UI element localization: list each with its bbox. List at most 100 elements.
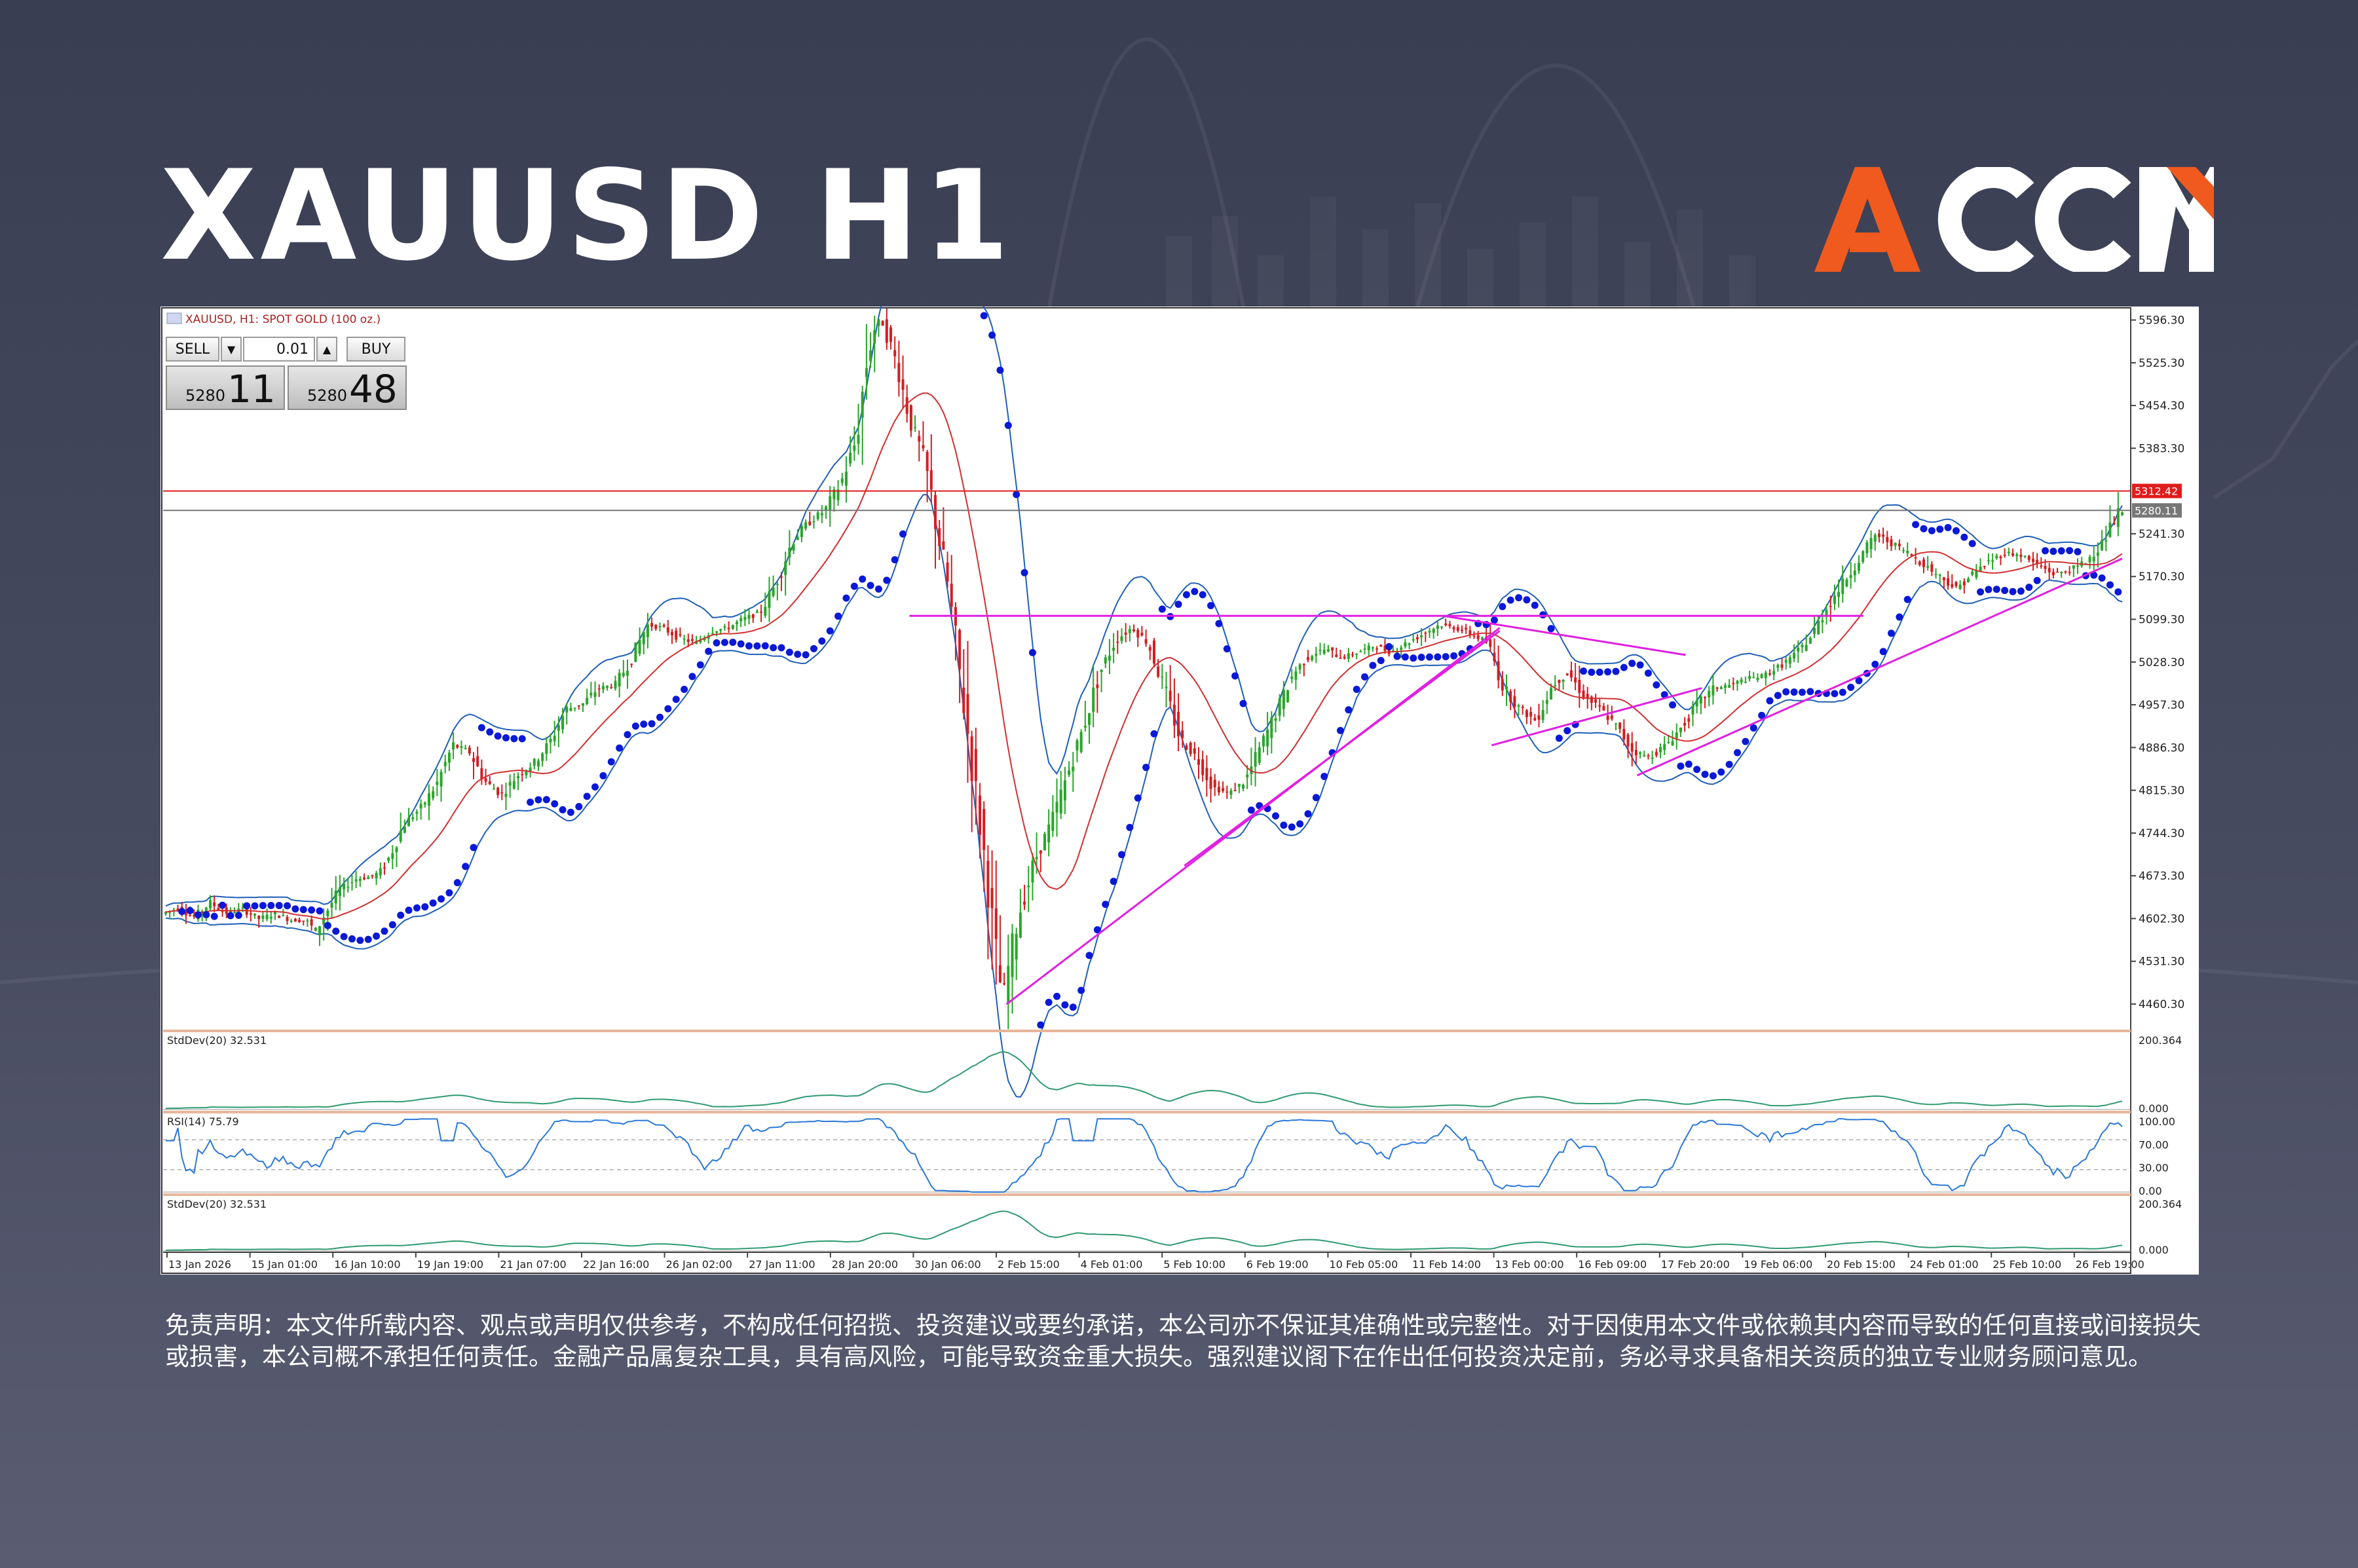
candle-body xyxy=(577,705,580,707)
sar-dot xyxy=(1004,421,1012,429)
sar-dot xyxy=(227,912,234,920)
sar-dot xyxy=(1515,594,1523,602)
candle-body xyxy=(1480,637,1484,640)
sar-dot xyxy=(1855,677,1863,684)
candle-body xyxy=(1805,644,1808,651)
candle-body xyxy=(488,781,491,785)
candle-body xyxy=(679,634,682,636)
candle-body xyxy=(1983,566,1986,567)
sar-dot xyxy=(2001,587,2009,595)
price-level-tag: 5312.42 xyxy=(2135,485,2178,498)
sar-dot xyxy=(1239,700,1247,707)
sar-dot xyxy=(834,612,842,620)
candle-body xyxy=(1845,579,1848,587)
candle-body xyxy=(1469,630,1472,635)
sar-dot xyxy=(2098,574,2106,582)
candle-body xyxy=(302,920,305,922)
candle-body xyxy=(1869,538,1873,550)
candle-body xyxy=(581,703,584,706)
sar-dot xyxy=(1336,726,1344,734)
price-chart[interactable]: 5312.42 5280.11 5596.30 5525.30 5454.30 5383… xyxy=(160,307,2199,1275)
sar-dot xyxy=(1320,772,1328,780)
time-tick-label: 13 Feb 00:00 xyxy=(1495,1258,1564,1271)
candle-body xyxy=(1801,644,1804,647)
sar-dot xyxy=(438,895,445,903)
candle-body xyxy=(1740,679,1743,682)
candle-body xyxy=(1541,710,1544,720)
candle-body xyxy=(808,521,812,525)
sar-dot xyxy=(1117,851,1125,859)
indicator-label: StdDev(20) 32.531 xyxy=(167,1034,267,1047)
candle-body xyxy=(1655,752,1658,756)
candle-body xyxy=(1112,647,1115,651)
candle-body xyxy=(536,760,540,767)
candle-body xyxy=(343,883,346,889)
candle-body xyxy=(1108,656,1111,661)
candle-body xyxy=(2068,572,2071,574)
candle-body xyxy=(901,379,905,390)
candle-body xyxy=(699,639,702,643)
candle-body xyxy=(419,804,422,809)
sar-dot xyxy=(2074,548,2082,555)
candle-body xyxy=(379,868,382,876)
sar-dot xyxy=(1928,527,1936,534)
sar-dot xyxy=(332,927,340,935)
sell-button[interactable]: SELL xyxy=(166,337,219,362)
sar-dot xyxy=(429,899,437,907)
candle-body xyxy=(480,768,483,780)
sar-dot xyxy=(308,906,316,914)
lot-down-arrow-icon[interactable]: ▼ xyxy=(221,337,242,362)
candle-body xyxy=(1837,591,1841,597)
candle-body xyxy=(1999,556,2002,559)
candle-body xyxy=(849,453,852,464)
candle-body xyxy=(1675,732,1678,739)
candle-body xyxy=(1594,699,1598,703)
candle-body xyxy=(432,791,435,798)
candle-body xyxy=(265,914,269,920)
candle-body xyxy=(869,350,872,361)
sar-dot xyxy=(1450,652,1458,660)
sar-dot xyxy=(462,863,470,870)
candle-body xyxy=(1926,566,1930,568)
candle-body xyxy=(1533,718,1537,721)
candle-body xyxy=(184,912,187,916)
candle-body xyxy=(1558,680,1561,683)
sar-dot xyxy=(445,889,453,897)
candle-body xyxy=(990,887,994,908)
candle-body xyxy=(1938,574,1941,576)
candle-body xyxy=(1007,965,1010,1004)
candle-body xyxy=(1213,779,1216,787)
price-tick-label: 4531.30 xyxy=(2139,956,2184,969)
candle-body xyxy=(922,445,925,449)
candle-body xyxy=(1537,715,1541,720)
sar-dot xyxy=(583,793,591,800)
buy-button[interactable]: BUY xyxy=(346,337,405,362)
sar-dot xyxy=(729,639,737,646)
lot-size-input[interactable]: 0.01 xyxy=(243,337,315,362)
sar-dot xyxy=(1247,806,1255,814)
candle-body xyxy=(1489,639,1492,647)
candle-body xyxy=(209,900,212,908)
sell-price-box[interactable]: 5280 11 xyxy=(166,365,285,411)
price-tick-label: 5454.30 xyxy=(2139,400,2184,413)
candle-body xyxy=(958,629,962,669)
lot-up-arrow-icon[interactable]: ▲ xyxy=(316,337,337,362)
candle-body xyxy=(2051,572,2055,576)
candle-body xyxy=(1355,654,1358,655)
candle-body xyxy=(1047,825,1051,843)
candle-body xyxy=(1063,780,1066,800)
buy-price-box[interactable]: 5280 48 xyxy=(288,365,407,411)
candle-body xyxy=(2064,571,2067,572)
candle-body xyxy=(1667,741,1670,743)
sar-dot xyxy=(1742,737,1750,745)
sar-dot xyxy=(1182,591,1190,599)
sar-dot xyxy=(737,640,745,648)
logo-letter-c2 xyxy=(2034,167,2131,272)
candle-body xyxy=(496,787,500,795)
candle-body xyxy=(1614,723,1617,725)
sar-dot xyxy=(818,637,826,645)
price-tick-label: 4886.30 xyxy=(2139,741,2184,755)
sar-dot xyxy=(1417,653,1425,661)
candle-body xyxy=(375,872,378,879)
candle-body xyxy=(1736,681,1739,684)
